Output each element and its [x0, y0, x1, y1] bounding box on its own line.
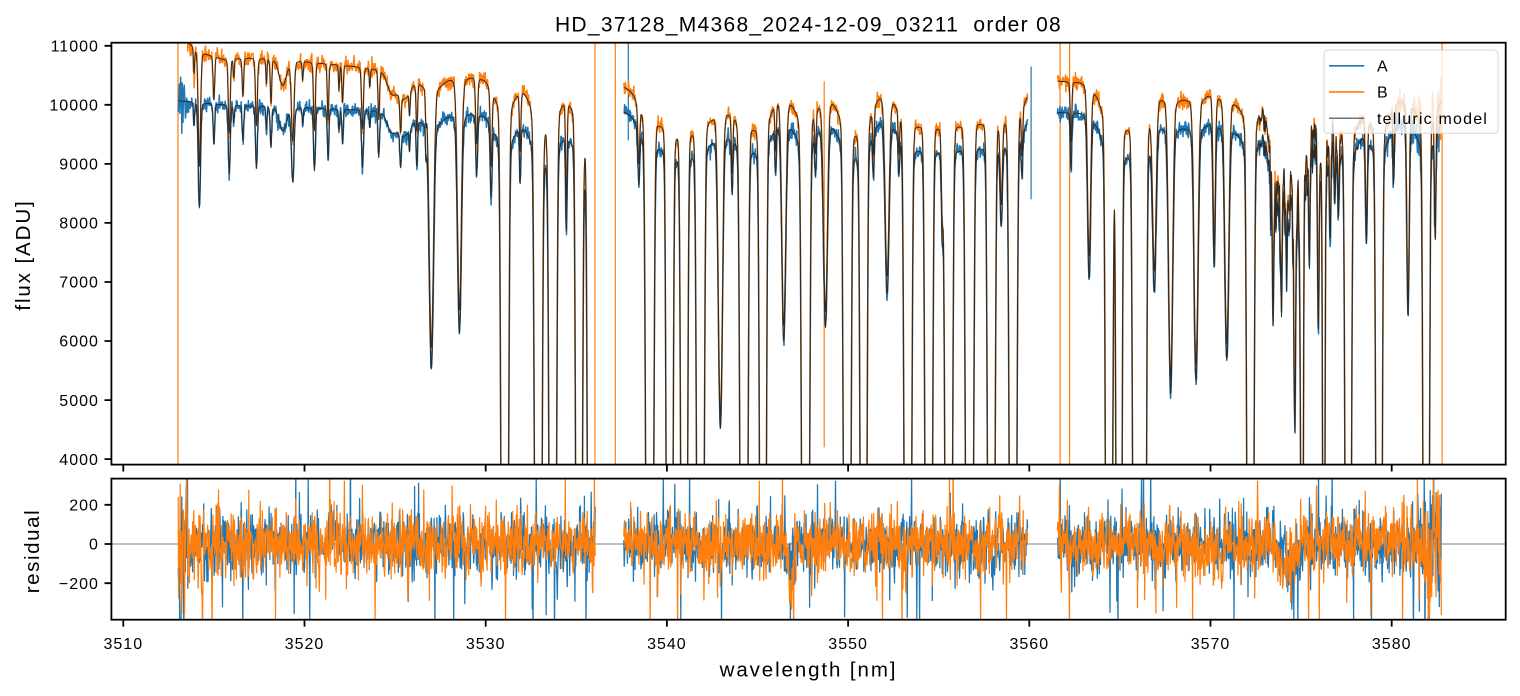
svg-text:3530: 3530 [466, 636, 506, 653]
svg-text:7000: 7000 [59, 275, 99, 292]
svg-text:3560: 3560 [1010, 636, 1050, 653]
svg-text:flux [ADU]: flux [ADU] [12, 199, 35, 310]
svg-text:telluric model: telluric model [1377, 111, 1488, 128]
svg-text:9000: 9000 [59, 157, 99, 174]
svg-text:wavelength [nm]: wavelength [nm] [719, 658, 898, 681]
svg-text:HD_37128_M4368_2024-12-09_0321: HD_37128_M4368_2024-12-09_03211 order 08 [555, 13, 1062, 36]
svg-text:200: 200 [69, 498, 99, 515]
svg-text:3580: 3580 [1372, 636, 1412, 653]
svg-text:3570: 3570 [1191, 636, 1231, 653]
svg-text:5000: 5000 [59, 393, 99, 410]
svg-text:3550: 3550 [828, 636, 868, 653]
svg-text:3540: 3540 [647, 636, 687, 653]
svg-text:6000: 6000 [59, 334, 99, 351]
svg-text:−200: −200 [59, 576, 99, 593]
svg-text:8000: 8000 [59, 216, 99, 233]
svg-text:A: A [1377, 59, 1388, 76]
svg-text:3510: 3510 [104, 636, 144, 653]
svg-text:10000: 10000 [49, 98, 99, 115]
svg-text:4000: 4000 [59, 452, 99, 469]
svg-text:residual: residual [21, 509, 44, 594]
svg-text:11000: 11000 [51, 39, 99, 56]
svg-text:3520: 3520 [285, 636, 325, 653]
svg-text:0: 0 [89, 537, 99, 554]
svg-text:B: B [1377, 85, 1388, 102]
